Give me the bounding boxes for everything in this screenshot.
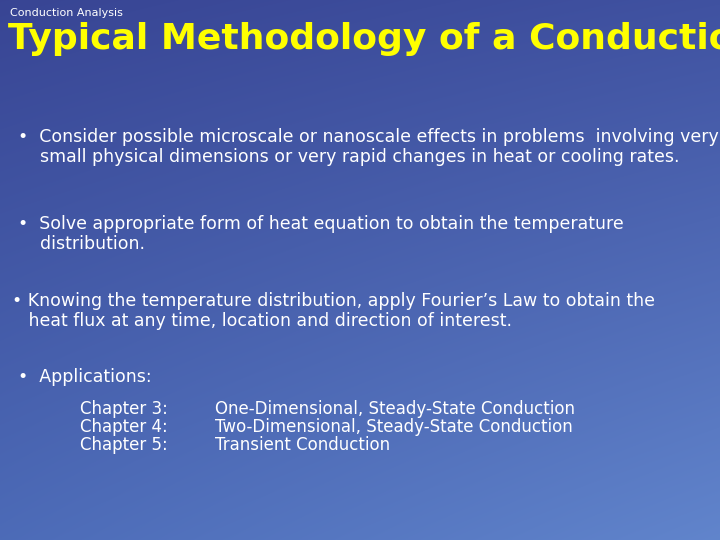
Text: Two-Dimensional, Steady-State Conduction: Two-Dimensional, Steady-State Conduction xyxy=(215,418,572,436)
Text: Transient Conduction: Transient Conduction xyxy=(215,436,390,454)
Text: Conduction Analysis: Conduction Analysis xyxy=(10,8,123,18)
Text: Typical Methodology of a Conduction Analysis: Typical Methodology of a Conduction Anal… xyxy=(8,22,720,56)
Text: heat flux at any time, location and direction of interest.: heat flux at any time, location and dire… xyxy=(12,312,512,330)
Text: small physical dimensions or very rapid changes in heat or cooling rates.: small physical dimensions or very rapid … xyxy=(18,148,680,166)
Text: •  Solve appropriate form of heat equation to obtain the temperature: • Solve appropriate form of heat equatio… xyxy=(18,215,624,233)
Text: • Knowing the temperature distribution, apply Fourier’s Law to obtain the: • Knowing the temperature distribution, … xyxy=(12,292,655,310)
Text: Chapter 5:: Chapter 5: xyxy=(80,436,168,454)
Text: •  Applications:: • Applications: xyxy=(18,368,152,386)
Text: distribution.: distribution. xyxy=(18,235,145,253)
Text: One-Dimensional, Steady-State Conduction: One-Dimensional, Steady-State Conduction xyxy=(215,400,575,418)
Text: •  Consider possible microscale or nanoscale effects in problems  involving very: • Consider possible microscale or nanosc… xyxy=(18,128,719,146)
Text: Chapter 3:: Chapter 3: xyxy=(80,400,168,418)
Text: Chapter 4:: Chapter 4: xyxy=(80,418,168,436)
